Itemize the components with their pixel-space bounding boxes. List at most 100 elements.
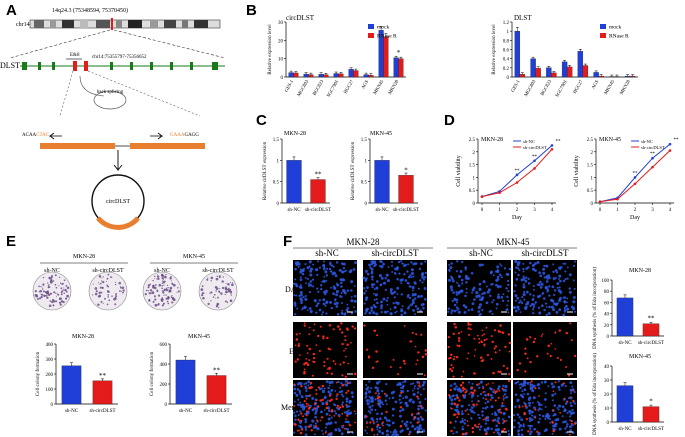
panel-f: F MKN-28 MKN-45 sh-NC sh-circDLST sh-NC … bbox=[281, 233, 664, 437]
b1-xtick-5: AGS bbox=[361, 79, 370, 90]
e2-ytick-0: 0 bbox=[165, 403, 168, 408]
b1-ylabel: Relative expression level bbox=[268, 24, 273, 75]
b2-xtick-3: SGC7901 bbox=[555, 79, 569, 98]
b1-bar-3-s1 bbox=[338, 73, 344, 78]
gene-structure bbox=[20, 61, 225, 71]
f1-ytick-1: 20 bbox=[604, 324, 610, 329]
e2-title: MKN-45 bbox=[188, 334, 210, 340]
f1-bar-1 bbox=[642, 323, 660, 337]
d1-ytick-0: 0 bbox=[473, 202, 476, 207]
d2-legend-shcirc: sh-circDLST bbox=[641, 145, 665, 150]
d1-sig-0: ** bbox=[515, 169, 521, 174]
sequence-left: ACAACTAC bbox=[22, 133, 50, 138]
chart-c-mkn28: 0 0.5 1 1.5 Relative cirDLST expression MKN-2… bbox=[263, 131, 331, 213]
d1-point-s0-4 bbox=[550, 144, 554, 147]
b2-bar-5-s0 bbox=[593, 72, 599, 78]
e1-ytick-4: 400 bbox=[46, 343, 54, 348]
e2-xtick-1: sh-circDLST bbox=[203, 409, 229, 414]
c1-bar-1 bbox=[310, 179, 326, 204]
d2-point-s1-2 bbox=[633, 182, 637, 186]
d2-ytick-1: 0.5 bbox=[587, 189, 594, 194]
f1-xtick-0: sh-NC bbox=[618, 341, 632, 346]
b2-bar-0-s0 bbox=[514, 31, 521, 78]
d2-ytick-4: 2 bbox=[591, 151, 594, 156]
d2-sig-2: ** bbox=[674, 138, 680, 143]
d1-legend-shcirc: sh-circDLST bbox=[523, 145, 547, 150]
e-col-shnc-2: sh-NC bbox=[154, 268, 170, 274]
b2-legend-rnase: RNase R bbox=[609, 34, 629, 40]
d1-xtick-0: 0 bbox=[481, 208, 484, 213]
d2-point-s0-3 bbox=[651, 156, 654, 160]
panel-d-charts: D 0 0.5 1 1.5 2 2.5 Cell viability 0 1 2 3 4 Day MKN-… bbox=[444, 112, 679, 221]
d2-xtick-1: 1 bbox=[616, 208, 619, 213]
e2-bar-1 bbox=[206, 375, 227, 405]
b2-xtick-1: MGC803 bbox=[524, 79, 538, 98]
micro-tile-r1-c0 bbox=[293, 322, 357, 378]
chart-d-mkn45: 0 0.5 1 1.5 2 2.5 Cell viability 0 1 2 3 4 Day MKN-45… bbox=[574, 137, 679, 221]
b1-xtick-0: GES-1 bbox=[284, 79, 295, 93]
f2-xtick-0: sh-NC bbox=[618, 427, 632, 432]
b2-ylabel: Relative expression level bbox=[492, 24, 497, 75]
e-col-shcirc-2: sh-circDLST bbox=[202, 268, 234, 274]
e1-bar-1 bbox=[92, 380, 113, 405]
b2-ytick-3: 0.6 bbox=[503, 49, 510, 54]
b2-bar-5-s1 bbox=[598, 75, 604, 78]
b1-ytick-1: 10 bbox=[278, 58, 284, 63]
d1-ytick-3: 1.5 bbox=[469, 164, 476, 169]
c2-ylabel: Relative cirDLST expression bbox=[351, 141, 356, 200]
d1-xtick-3: 3 bbox=[533, 208, 536, 213]
chromosome-region: 14q24.3 (75348594, 75370450) bbox=[52, 7, 128, 14]
c2-sig-mark: * bbox=[404, 166, 408, 174]
b1-ytick-0: 0 bbox=[281, 76, 284, 81]
micro-tile-r2-c1 bbox=[363, 380, 427, 437]
c1-ytick-0: 0 bbox=[277, 202, 280, 207]
panel-label-a: A bbox=[6, 2, 17, 19]
f2-ytick-0: 0 bbox=[607, 421, 610, 426]
micro-tile-r0-c1 bbox=[362, 259, 428, 317]
b1-bar-4-s1 bbox=[353, 70, 359, 78]
d1-point-s1-0 bbox=[480, 195, 484, 198]
d2-xtick-0: 0 bbox=[599, 208, 602, 213]
b2-bar-1-s1 bbox=[535, 68, 541, 78]
c1-ytick-1: 0.5 bbox=[273, 181, 280, 186]
b2-ytick-2: 0.4 bbox=[503, 58, 510, 63]
chart-b-circdlst: 0 10 20 30 Relative expression level circDLST… bbox=[268, 14, 406, 98]
f-col-shcirc-1: sh-circDLST bbox=[372, 248, 419, 258]
b2-bar-2-s1 bbox=[551, 72, 557, 78]
arrow-down-icon bbox=[113, 150, 123, 172]
f1-ylabel: DNA synthesis (% of Edu incorporation) bbox=[593, 267, 598, 349]
d1-point-s1-3 bbox=[533, 167, 536, 170]
b1-title: circDLST bbox=[286, 14, 315, 22]
c2-bar-1 bbox=[398, 175, 414, 204]
e2-ytick-2: 400 bbox=[160, 363, 168, 368]
b1-bar-4-s0 bbox=[348, 69, 354, 78]
d2-point-s0-2 bbox=[633, 176, 637, 179]
d2-ylabel: Cell viability bbox=[574, 155, 580, 187]
d2-xtick-4: 4 bbox=[669, 208, 672, 213]
d2-xlabel: Day bbox=[630, 215, 640, 221]
colony-dishes bbox=[32, 271, 238, 311]
f1-title: MKN-28 bbox=[629, 268, 651, 274]
d1-point-s0-2 bbox=[515, 173, 519, 177]
chart-e-mkn45: 0 200 400 600 Cell colony formation MKN-45 sh-… bbox=[150, 334, 232, 414]
f2-ytick-4: 40 bbox=[604, 365, 610, 370]
b2-xtick-0: GES-1 bbox=[511, 79, 522, 93]
b2-bar-4-s0 bbox=[577, 51, 584, 78]
f2-ytick-3: 30 bbox=[604, 379, 610, 384]
c2-ytick-0: 0 bbox=[365, 202, 368, 207]
f1-ytick-3: 60 bbox=[604, 301, 610, 306]
exon-label: E&8 bbox=[70, 53, 80, 58]
e-col-shcirc-1: sh-circDLST bbox=[92, 268, 124, 274]
b1-bar-5-s1 bbox=[368, 75, 374, 78]
f1-ytick-2: 40 bbox=[604, 313, 610, 318]
f1-ytick-4: 80 bbox=[604, 290, 610, 295]
e2-xtick-0: sh-NC bbox=[179, 409, 193, 414]
b1-bar-1-s0 bbox=[303, 73, 309, 78]
colony-dish-3 bbox=[198, 271, 238, 311]
d1-ytick-4: 2 bbox=[473, 151, 476, 156]
e1-xtick-0: sh-NC bbox=[65, 409, 79, 414]
d1-legend-shnc: sh-NC bbox=[523, 139, 535, 144]
f2-bar-0 bbox=[616, 385, 634, 423]
b2-legend-mock: mock bbox=[609, 25, 621, 31]
